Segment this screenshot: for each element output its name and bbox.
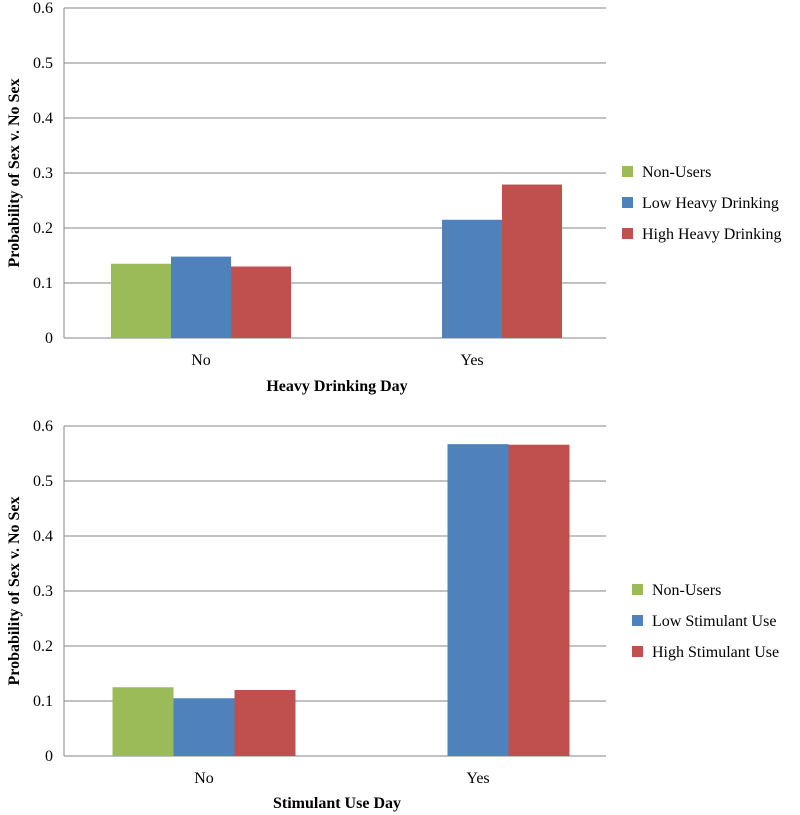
bar-high bbox=[502, 184, 562, 338]
x-tick-label: Yes bbox=[466, 770, 489, 787]
y-tick-label: 0.6 bbox=[33, 0, 53, 17]
x-axis-title: Stimulant Use Day bbox=[273, 795, 401, 812]
x-axis-title: Heavy Drinking Day bbox=[266, 378, 407, 395]
y-tick-label: 0.3 bbox=[33, 165, 53, 182]
legend-label: High Heavy Drinking bbox=[642, 226, 782, 243]
legend-swatch bbox=[632, 584, 643, 595]
legend-swatch bbox=[622, 166, 633, 177]
y-axis-title: Probability of Sex v. No Sex bbox=[6, 78, 23, 267]
bar-low bbox=[173, 698, 235, 756]
legend-label: Low Stimulant Use bbox=[652, 613, 776, 630]
y-tick-label: 0 bbox=[45, 330, 53, 347]
y-axis-title: Probability of Sex v. No Sex bbox=[6, 496, 23, 685]
bar-high bbox=[231, 266, 291, 338]
bar-low bbox=[442, 219, 502, 338]
y-tick-label: 0.2 bbox=[33, 638, 53, 655]
y-tick-label: 0.4 bbox=[33, 528, 53, 545]
bar-high bbox=[234, 690, 296, 756]
x-tick-label: No bbox=[191, 352, 211, 369]
legend-swatch bbox=[632, 615, 643, 626]
y-tick-label: 0.4 bbox=[33, 110, 53, 127]
legend-label: Non-Users bbox=[642, 164, 711, 181]
legend-label: High Stimulant Use bbox=[652, 644, 779, 661]
y-tick-label: 0.1 bbox=[33, 693, 53, 710]
y-tick-label: 0.5 bbox=[33, 55, 53, 72]
heavy-drinking-chart: 0 0.1 0.2 0.3 0.4 0.5 0.6 No Yes Heavy Drinking D… bbox=[6, 0, 782, 395]
stimulant-use-chart: 0 0.1 0.2 0.3 0.4 0.5 0.6 No Yes Stimulant Use Da… bbox=[6, 418, 779, 812]
legend-swatch bbox=[622, 228, 633, 239]
legend-label: Non-Users bbox=[652, 582, 721, 599]
x-tick-label: Yes bbox=[460, 352, 483, 369]
y-tick-label: 0.2 bbox=[33, 220, 53, 237]
y-tick-label: 0.1 bbox=[33, 275, 53, 292]
bar-non-users bbox=[111, 263, 171, 338]
y-tick-label: 0.3 bbox=[33, 583, 53, 600]
bar-low bbox=[447, 444, 509, 756]
x-tick-label: No bbox=[194, 770, 214, 787]
legend-label: Low Heavy Drinking bbox=[642, 195, 779, 212]
bar-non-users bbox=[112, 687, 174, 756]
y-tick-label: 0 bbox=[45, 748, 53, 765]
bar-low bbox=[171, 256, 231, 338]
legend-swatch bbox=[622, 197, 633, 208]
y-tick-label: 0.5 bbox=[33, 473, 53, 490]
legend-swatch bbox=[632, 646, 643, 657]
y-tick-label: 0.6 bbox=[33, 418, 53, 435]
bar-high bbox=[508, 444, 570, 756]
